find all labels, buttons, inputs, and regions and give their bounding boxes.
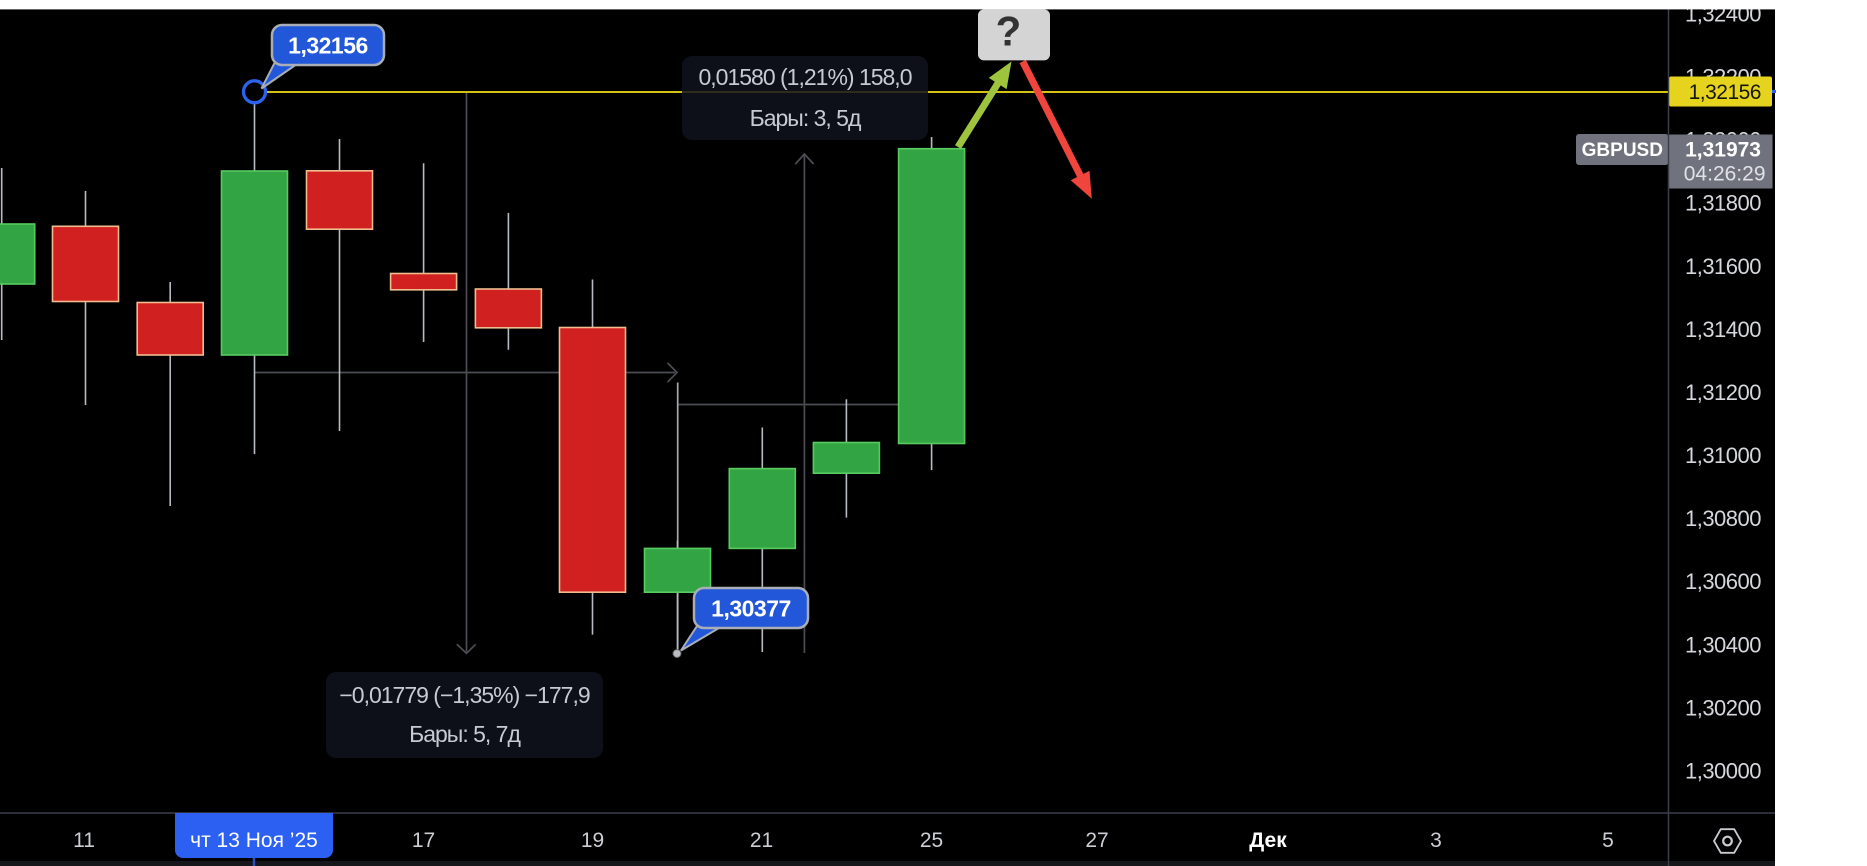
svg-text:1,31400: 1,31400 — [1685, 317, 1761, 342]
svg-text:0,01580 (1,21%) 158,0: 0,01580 (1,21%) 158,0 — [698, 64, 911, 90]
svg-text:1,31973: 1,31973 — [1685, 139, 1761, 162]
svg-text:21: 21 — [750, 829, 773, 852]
svg-text:17: 17 — [412, 829, 435, 852]
svg-text:1,30200: 1,30200 — [1685, 695, 1761, 720]
svg-text:1,32156: 1,32156 — [1689, 81, 1761, 104]
svg-text:1,30400: 1,30400 — [1685, 632, 1761, 657]
svg-text:19: 19 — [581, 829, 604, 852]
svg-text:Дек: Дек — [1249, 829, 1287, 852]
svg-text:GBPUSD: GBPUSD — [1582, 140, 1663, 161]
svg-text:1,31800: 1,31800 — [1685, 191, 1761, 216]
svg-text:1,32156: 1,32156 — [288, 33, 368, 59]
svg-text:Бары: 3, 5д: Бары: 3, 5д — [750, 105, 862, 131]
svg-text:−0,01779 (−1,35%) −177,9: −0,01779 (−1,35%) −177,9 — [339, 682, 590, 708]
svg-text:1,30600: 1,30600 — [1685, 569, 1761, 594]
svg-text:04:26:29: 04:26:29 — [1684, 163, 1766, 186]
svg-text:?: ? — [996, 8, 1022, 55]
svg-text:1,30377: 1,30377 — [711, 596, 791, 622]
svg-text:чт 13 Ноя ’25: чт 13 Ноя ’25 — [190, 829, 318, 852]
svg-text:1,31600: 1,31600 — [1685, 254, 1761, 279]
svg-text:1,30000: 1,30000 — [1685, 759, 1761, 784]
svg-text:25: 25 — [920, 829, 943, 852]
svg-text:5: 5 — [1602, 829, 1614, 852]
svg-text:11: 11 — [73, 829, 95, 852]
svg-text:1,31000: 1,31000 — [1685, 443, 1761, 468]
svg-text:1,31200: 1,31200 — [1685, 380, 1761, 405]
svg-text:Бары: 5, 7д: Бары: 5, 7д — [409, 721, 521, 747]
svg-text:1,30800: 1,30800 — [1685, 506, 1761, 531]
svg-text:27: 27 — [1085, 829, 1108, 852]
svg-text:3: 3 — [1430, 829, 1442, 852]
